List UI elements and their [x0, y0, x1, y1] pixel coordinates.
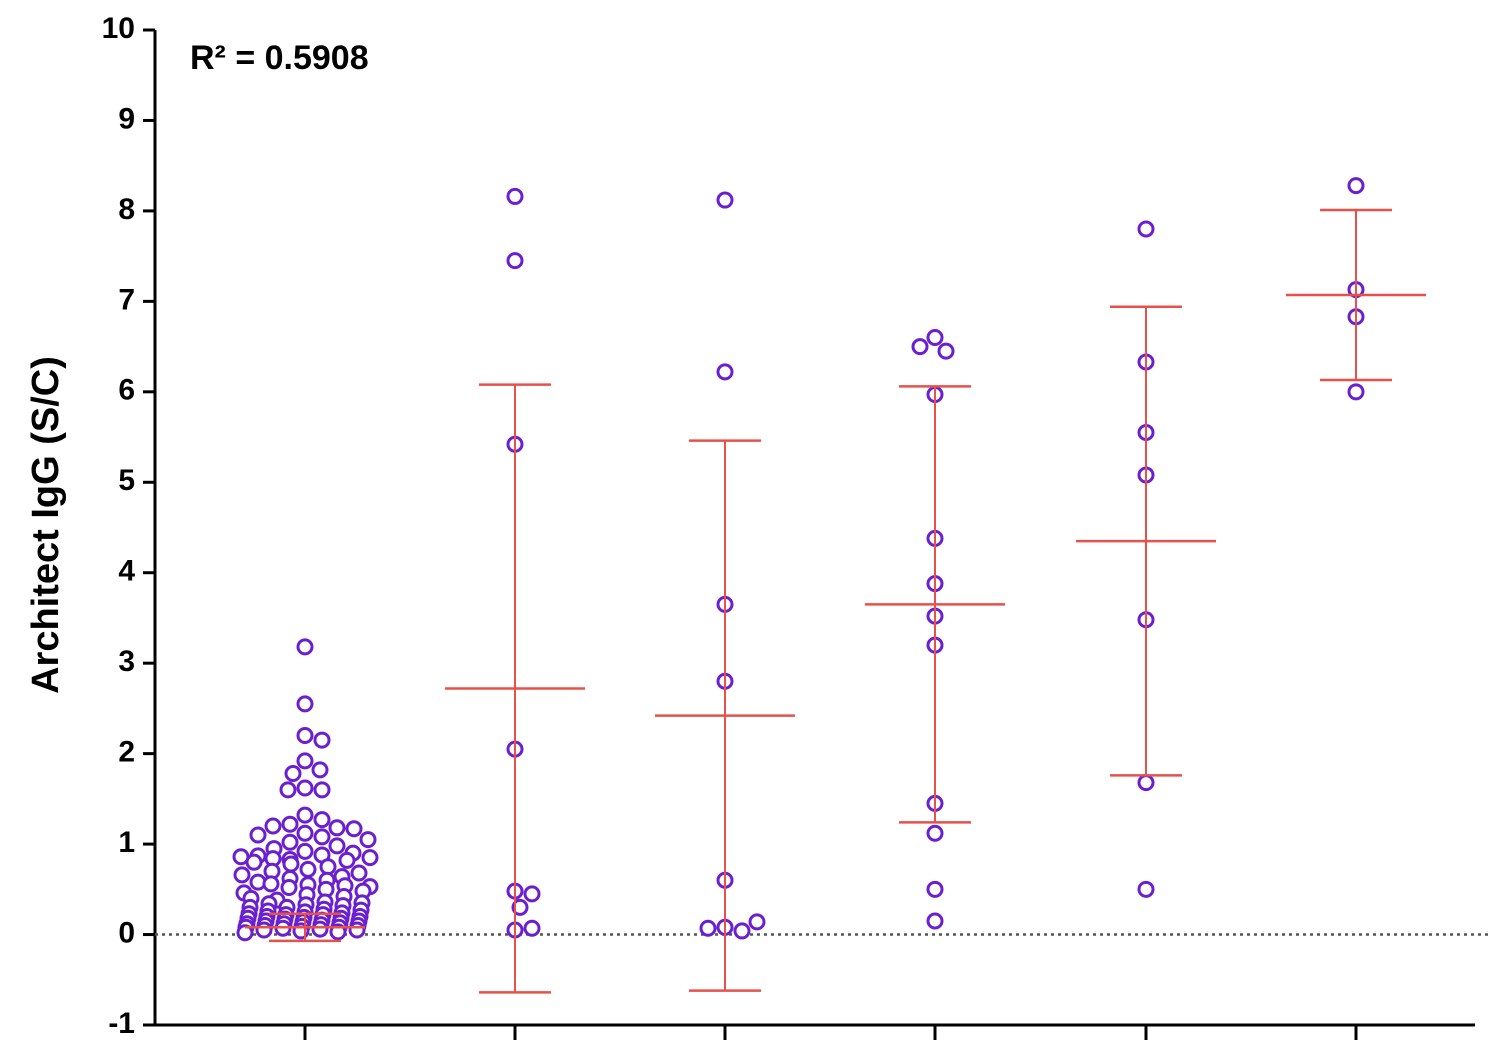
data-point: [296, 727, 314, 745]
data-point: [911, 338, 929, 356]
data-point: [733, 922, 751, 940]
data-point: [284, 765, 302, 783]
data-point: [506, 252, 524, 270]
data-point: [511, 898, 529, 916]
data-point: [699, 919, 717, 937]
y-tick-label: 2: [118, 736, 135, 769]
data-point: [348, 921, 366, 939]
data-point: [716, 363, 734, 381]
data-point: [328, 819, 346, 837]
annotation: R² = 0.5908: [190, 39, 369, 77]
data-point: [296, 842, 314, 860]
y-tick-label: 3: [118, 645, 135, 678]
data-point: [296, 779, 314, 797]
data-point: [1347, 383, 1365, 401]
data-point: [313, 781, 331, 799]
data-point: [1137, 880, 1155, 898]
data-point: [748, 913, 766, 931]
y-tick-label: 0: [118, 916, 135, 949]
y-tick-label: -1: [108, 1007, 135, 1040]
data-point: [319, 858, 337, 876]
y-tick-label: 8: [118, 193, 135, 226]
data-point: [523, 885, 541, 903]
data-point: [255, 921, 273, 939]
y-axis-label: Architect IgG (S/C): [25, 356, 67, 694]
data-point: [296, 695, 314, 713]
data-point: [245, 853, 263, 871]
data-point: [299, 860, 317, 878]
y-tick-label: 4: [118, 555, 135, 588]
data-point: [1347, 177, 1365, 195]
data-point: [311, 761, 329, 779]
data-point: [1137, 220, 1155, 238]
data-point: [281, 833, 299, 851]
data-point: [716, 191, 734, 209]
data-point: [264, 817, 282, 835]
data-point: [926, 329, 944, 347]
data-point: [279, 781, 297, 799]
data-point: [506, 187, 524, 205]
data-point: [926, 912, 944, 930]
data-point: [926, 880, 944, 898]
data-point: [345, 820, 363, 838]
data-point: [296, 806, 314, 824]
data-point: [338, 851, 356, 869]
data-point: [296, 752, 314, 770]
data-point: [249, 826, 267, 844]
data-point: [262, 875, 280, 893]
data-point: [282, 855, 300, 873]
y-tick-label: 9: [118, 102, 135, 135]
data-point: [311, 920, 329, 938]
data-point: [313, 731, 331, 749]
data-point: [328, 837, 346, 855]
data-point: [937, 342, 955, 360]
y-tick-label: 6: [118, 374, 135, 407]
data-point: [1137, 774, 1155, 792]
data-point: [361, 849, 379, 867]
data-point: [313, 828, 331, 846]
data-point: [233, 866, 251, 884]
data-point: [359, 831, 377, 849]
data-point: [296, 824, 314, 842]
data-point: [523, 919, 541, 937]
data-point: [280, 879, 298, 897]
data-point: [926, 824, 944, 842]
data-point: [281, 815, 299, 833]
data-point: [313, 811, 331, 829]
y-tick-label: 1: [118, 826, 135, 859]
data-point: [296, 638, 314, 656]
y-tick-label: 10: [102, 12, 135, 45]
y-tick-label: 5: [118, 464, 135, 497]
y-tick-label: 7: [118, 283, 135, 316]
data-point: [236, 924, 254, 942]
data-point: [350, 864, 368, 882]
